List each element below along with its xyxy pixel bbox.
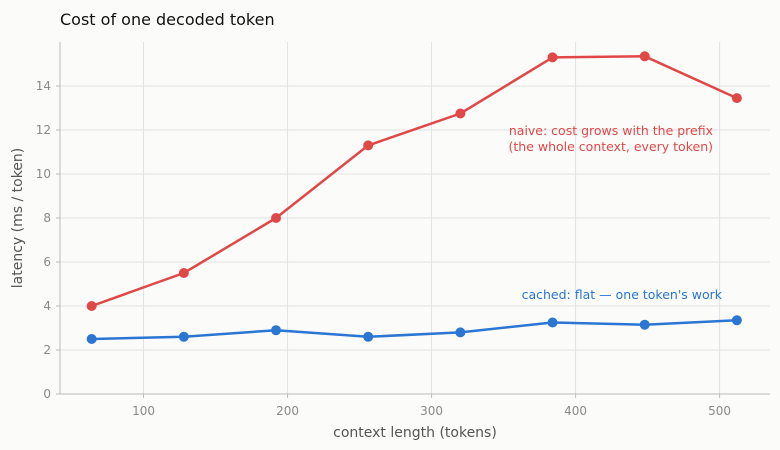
cached-data-point bbox=[178, 331, 189, 342]
x-tick-label: 100 bbox=[132, 404, 155, 418]
naive-data-point bbox=[271, 213, 282, 223]
naive-data-point bbox=[547, 52, 558, 63]
cached-annotation: cached: flat — one token's work bbox=[522, 287, 723, 302]
cached-data-point bbox=[271, 325, 282, 336]
cached-data-point bbox=[639, 319, 650, 330]
y-tick-label: 12 bbox=[36, 123, 51, 137]
chart-title: Cost of one decoded token bbox=[60, 10, 275, 29]
naive-series-line bbox=[90, 55, 739, 308]
y-tick-label: 2 bbox=[43, 343, 51, 357]
series-layer bbox=[86, 51, 742, 344]
x-tick-label: 200 bbox=[276, 404, 299, 418]
cached-data-point bbox=[731, 315, 742, 326]
naive-data-point bbox=[731, 93, 742, 104]
y-tick-label: 4 bbox=[43, 299, 51, 313]
y-tick-label: 10 bbox=[36, 167, 51, 181]
naive-data-point bbox=[86, 301, 97, 311]
naive-data-point bbox=[178, 268, 189, 278]
y-tick-label: 0 bbox=[43, 387, 51, 401]
ticks: 100 200 300 400 500 0 2 4 6 8 10 12 14 bbox=[36, 79, 731, 418]
cached-data-point bbox=[455, 327, 466, 338]
x-axis-label: context length (tokens) bbox=[333, 425, 497, 441]
x-tick-label: 300 bbox=[420, 404, 443, 418]
naive-data-point bbox=[455, 108, 466, 119]
grid bbox=[60, 42, 770, 394]
y-tick-label: 8 bbox=[43, 211, 51, 225]
y-tick-label: 6 bbox=[43, 255, 51, 269]
naive-annotation: naive: cost grows with the prefix bbox=[509, 123, 713, 138]
cached-data-point bbox=[363, 331, 374, 342]
naive-data-point bbox=[363, 140, 374, 151]
y-tick-label: 14 bbox=[36, 79, 51, 93]
cached-series-line bbox=[90, 319, 739, 341]
x-tick-label: 400 bbox=[564, 404, 587, 418]
x-tick-label: 500 bbox=[708, 404, 731, 418]
cached-data-point bbox=[86, 334, 97, 344]
naive-annotation: (the whole context, every token) bbox=[509, 139, 713, 154]
cached-data-point bbox=[547, 317, 558, 328]
annotations: naive: cost grows with the prefix(the wh… bbox=[509, 123, 723, 302]
naive-data-point bbox=[639, 51, 650, 62]
y-axis-label: latency (ms / token) bbox=[10, 148, 26, 289]
